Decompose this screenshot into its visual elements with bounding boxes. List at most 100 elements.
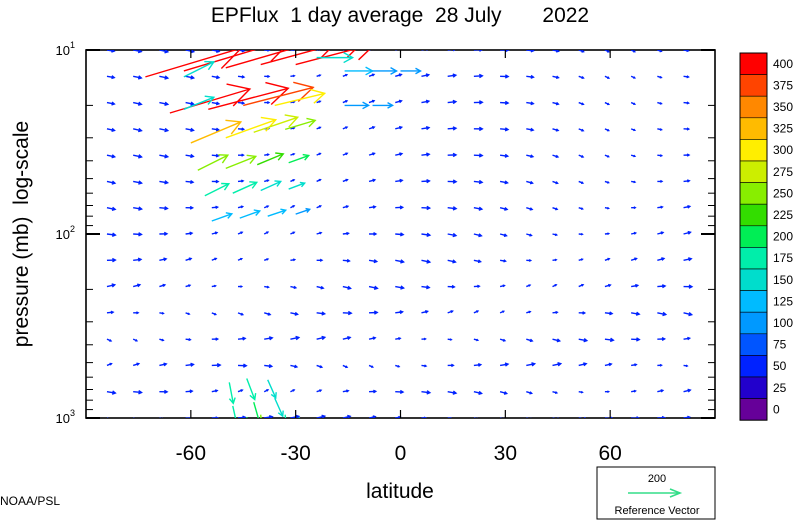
background-vector xyxy=(159,231,169,236)
background-vector xyxy=(447,73,458,78)
background-vector xyxy=(499,259,507,263)
background-vector xyxy=(447,363,455,368)
background-vector xyxy=(552,180,559,185)
background-vector xyxy=(159,154,170,159)
background-vector xyxy=(657,389,665,393)
background-vector xyxy=(159,127,170,133)
background-vector xyxy=(237,205,245,209)
background-vector xyxy=(342,258,351,263)
reference-label: Reference Vector xyxy=(615,505,700,517)
flux-vector xyxy=(267,208,288,217)
background-vector xyxy=(106,257,117,263)
background-vector xyxy=(264,364,274,369)
background-vector xyxy=(421,232,432,238)
background-vector xyxy=(500,74,510,79)
background-vector xyxy=(106,283,117,288)
background-vector xyxy=(238,153,245,157)
flux-vector xyxy=(225,154,258,170)
background-vector xyxy=(421,73,431,78)
y-tick-label: 10 xyxy=(56,43,70,58)
background-vector xyxy=(106,101,116,106)
background-vector xyxy=(133,232,143,237)
background-vector xyxy=(683,336,692,341)
vector-field xyxy=(106,50,694,418)
background-vector xyxy=(237,389,244,393)
background-vector xyxy=(473,284,481,288)
background-vector xyxy=(657,75,663,79)
background-vector xyxy=(578,232,584,236)
background-vector xyxy=(604,206,610,210)
background-vector xyxy=(499,338,507,342)
background-vector xyxy=(421,364,428,368)
background-vector xyxy=(395,285,406,290)
background-vector xyxy=(447,50,456,52)
background-vector xyxy=(185,205,195,210)
background-vector xyxy=(237,285,244,288)
flux-vector xyxy=(267,379,277,400)
background-vector xyxy=(342,205,350,209)
background-vector xyxy=(106,310,115,315)
background-vector xyxy=(185,312,191,316)
background-vector xyxy=(237,336,247,341)
background-vector xyxy=(368,285,379,290)
flux-vector xyxy=(246,417,248,418)
background-vector xyxy=(657,179,664,183)
background-vector xyxy=(657,363,663,367)
background-vector xyxy=(316,74,322,77)
background-vector xyxy=(421,152,431,157)
flux-vector xyxy=(232,405,237,418)
background-vector xyxy=(369,389,378,394)
background-vector xyxy=(657,231,665,235)
background-vector xyxy=(578,180,585,184)
colorbar-label: 400 xyxy=(773,57,793,71)
flux-vector xyxy=(169,83,252,114)
colorbar-label: 325 xyxy=(773,122,793,136)
background-vector xyxy=(526,338,534,343)
colorbar-swatch xyxy=(739,160,768,183)
background-vector xyxy=(133,311,140,315)
background-vector xyxy=(133,101,143,106)
background-vector xyxy=(473,259,482,264)
background-vector xyxy=(447,338,453,341)
background-vector xyxy=(657,101,663,105)
colorbar-swatch xyxy=(739,182,768,205)
background-vector xyxy=(316,389,323,393)
background-vector xyxy=(604,362,613,367)
background-vector xyxy=(500,100,510,106)
colorbar-swatch xyxy=(739,139,768,162)
background-vector xyxy=(421,99,431,104)
background-vector xyxy=(395,205,405,210)
background-vector xyxy=(447,206,458,211)
background-vector xyxy=(578,338,589,343)
background-vector xyxy=(683,101,691,105)
background-vector xyxy=(342,389,350,393)
background-vector xyxy=(631,363,638,367)
background-vector xyxy=(552,101,560,106)
background-vector xyxy=(526,310,532,314)
background-vector xyxy=(657,415,667,418)
background-vector xyxy=(447,259,457,264)
colorbar-label: 50 xyxy=(773,359,787,373)
flux-vector xyxy=(246,378,257,401)
background-vector xyxy=(499,310,506,314)
background-vector xyxy=(683,284,694,289)
background-vector xyxy=(631,206,637,210)
background-vector xyxy=(211,231,219,235)
background-vector xyxy=(552,310,559,314)
background-vector xyxy=(237,179,245,183)
background-vector xyxy=(185,416,191,418)
background-vector xyxy=(368,205,377,209)
colorbar-label: 0 xyxy=(773,402,780,416)
background-vector xyxy=(421,178,431,184)
colorbar-label: 350 xyxy=(773,100,793,114)
background-vector xyxy=(604,180,610,184)
background-vector xyxy=(552,50,560,53)
background-vector xyxy=(316,414,327,418)
colorbar-swatch xyxy=(739,290,768,313)
colorbar-swatch xyxy=(739,268,768,291)
background-vector xyxy=(604,257,611,261)
background-vector xyxy=(604,283,612,288)
background-vector xyxy=(657,154,664,157)
background-vector xyxy=(657,284,667,289)
colorbar-label: 250 xyxy=(773,186,793,200)
